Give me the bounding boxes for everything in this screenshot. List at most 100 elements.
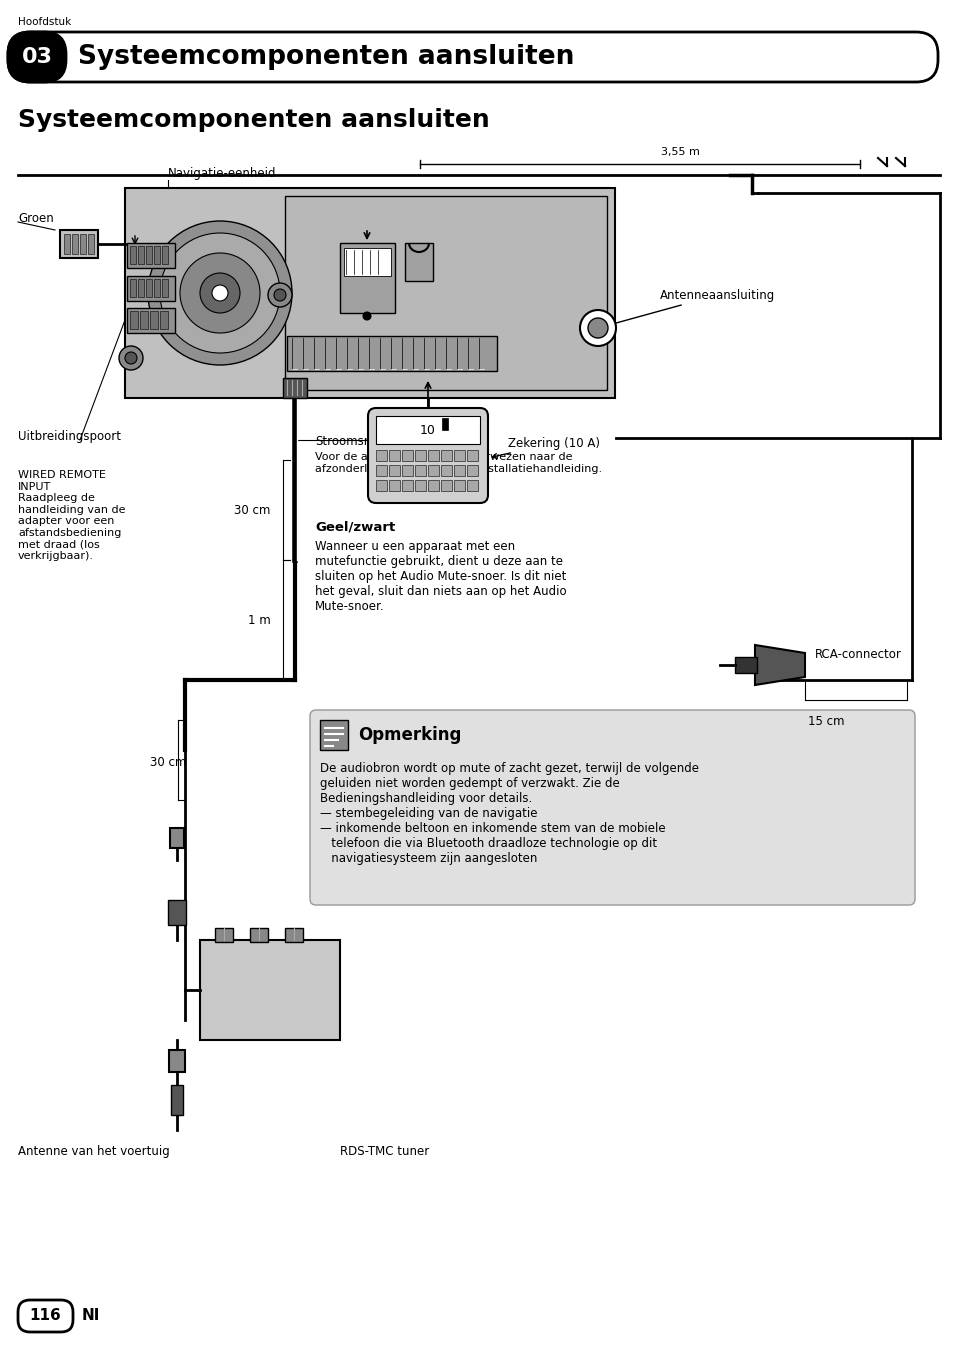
Bar <box>160 311 168 329</box>
Circle shape <box>180 253 260 333</box>
Circle shape <box>125 352 137 364</box>
Bar <box>440 450 452 461</box>
Text: 30 cm: 30 cm <box>150 756 186 768</box>
Text: Wanneer u een apparaat met een
mutefunctie gebruikt, dient u deze aan te
sluiten: Wanneer u een apparaat met een mutefunct… <box>314 539 566 612</box>
Bar <box>130 246 136 264</box>
Bar <box>389 465 399 476</box>
FancyBboxPatch shape <box>18 1301 73 1332</box>
Bar <box>454 450 464 461</box>
Bar <box>150 311 158 329</box>
Text: 03: 03 <box>22 47 52 68</box>
Bar <box>285 927 303 942</box>
Bar <box>375 480 387 491</box>
Bar <box>375 465 387 476</box>
Bar <box>428 450 438 461</box>
Bar <box>169 1051 185 1072</box>
Text: 3,55 m: 3,55 m <box>659 147 699 157</box>
Bar <box>401 465 413 476</box>
Text: Hoofdstuk: Hoofdstuk <box>18 18 71 27</box>
Bar <box>125 188 615 397</box>
FancyBboxPatch shape <box>310 710 914 904</box>
Bar <box>375 450 387 461</box>
Bar <box>146 279 152 297</box>
Bar <box>415 465 426 476</box>
Bar <box>389 450 399 461</box>
Bar <box>250 927 268 942</box>
Circle shape <box>200 273 240 314</box>
Bar <box>428 480 438 491</box>
Bar <box>170 827 184 848</box>
Bar <box>130 279 136 297</box>
Bar <box>441 418 448 430</box>
Bar <box>146 246 152 264</box>
Bar <box>319 721 348 750</box>
Text: Uitbreidingspoort: Uitbreidingspoort <box>18 430 121 443</box>
Circle shape <box>212 285 228 301</box>
Bar <box>734 657 757 673</box>
Bar <box>162 246 168 264</box>
FancyBboxPatch shape <box>368 408 488 503</box>
Text: RDS-TMC tuner: RDS-TMC tuner <box>339 1145 429 1159</box>
Bar <box>64 234 70 254</box>
Bar <box>454 480 464 491</box>
Text: Groen: Groen <box>18 211 53 224</box>
Bar <box>344 247 391 276</box>
Bar <box>467 465 477 476</box>
Text: Systeemcomponenten aansluiten: Systeemcomponenten aansluiten <box>78 45 574 70</box>
FancyBboxPatch shape <box>8 32 937 82</box>
Circle shape <box>274 289 286 301</box>
Text: Stroomsnoer: Stroomsnoer <box>314 435 390 448</box>
Bar <box>467 450 477 461</box>
Bar <box>80 234 86 254</box>
Bar <box>127 308 174 333</box>
Bar <box>285 196 606 389</box>
Circle shape <box>160 233 280 353</box>
FancyBboxPatch shape <box>8 32 66 82</box>
Bar <box>162 279 168 297</box>
Text: Antenneaansluiting: Antenneaansluiting <box>600 288 775 327</box>
Bar <box>440 480 452 491</box>
Bar <box>127 243 174 268</box>
Text: 15 cm: 15 cm <box>807 715 843 727</box>
Bar <box>401 480 413 491</box>
Text: Antenne van het voertuig: Antenne van het voertuig <box>18 1145 170 1159</box>
Bar <box>287 337 497 370</box>
Bar <box>168 900 186 925</box>
Circle shape <box>119 346 143 370</box>
Text: NI: NI <box>82 1309 100 1324</box>
Bar <box>127 276 174 301</box>
Bar <box>171 1086 183 1115</box>
Text: Opmerking: Opmerking <box>357 726 461 744</box>
Circle shape <box>587 318 607 338</box>
Bar <box>88 234 94 254</box>
Bar <box>415 480 426 491</box>
Bar <box>71 234 78 254</box>
Bar <box>153 246 160 264</box>
Bar <box>339 243 395 314</box>
Circle shape <box>148 220 292 365</box>
Bar <box>140 311 148 329</box>
Text: 1 m: 1 m <box>248 614 271 626</box>
Text: RCA-connector: RCA-connector <box>814 649 901 661</box>
Bar <box>130 311 138 329</box>
Text: 116: 116 <box>30 1309 61 1324</box>
Bar <box>454 465 464 476</box>
Circle shape <box>363 312 371 320</box>
Text: Navigatie-eenheid: Navigatie-eenheid <box>168 168 276 180</box>
Text: Systeemcomponenten aansluiten: Systeemcomponenten aansluiten <box>18 108 489 132</box>
Bar <box>467 480 477 491</box>
Bar <box>283 379 307 397</box>
Bar <box>60 230 98 258</box>
Bar <box>405 243 433 281</box>
Polygon shape <box>754 645 804 685</box>
Bar <box>138 246 144 264</box>
Bar <box>153 279 160 297</box>
Text: Voor de aansluiting wordt u verwezen naar de
afzonderlijke bedradings- en instal: Voor de aansluiting wordt u verwezen naa… <box>314 452 601 473</box>
Text: WIRED REMOTE
INPUT
Raadpleeg de
handleiding van de
adapter voor een
afstandsbedi: WIRED REMOTE INPUT Raadpleeg de handleid… <box>18 470 126 561</box>
Bar <box>389 480 399 491</box>
Bar <box>200 940 339 1040</box>
Bar <box>375 416 479 443</box>
Text: Zekering (10 A): Zekering (10 A) <box>492 437 599 458</box>
Bar <box>415 450 426 461</box>
Bar <box>440 465 452 476</box>
